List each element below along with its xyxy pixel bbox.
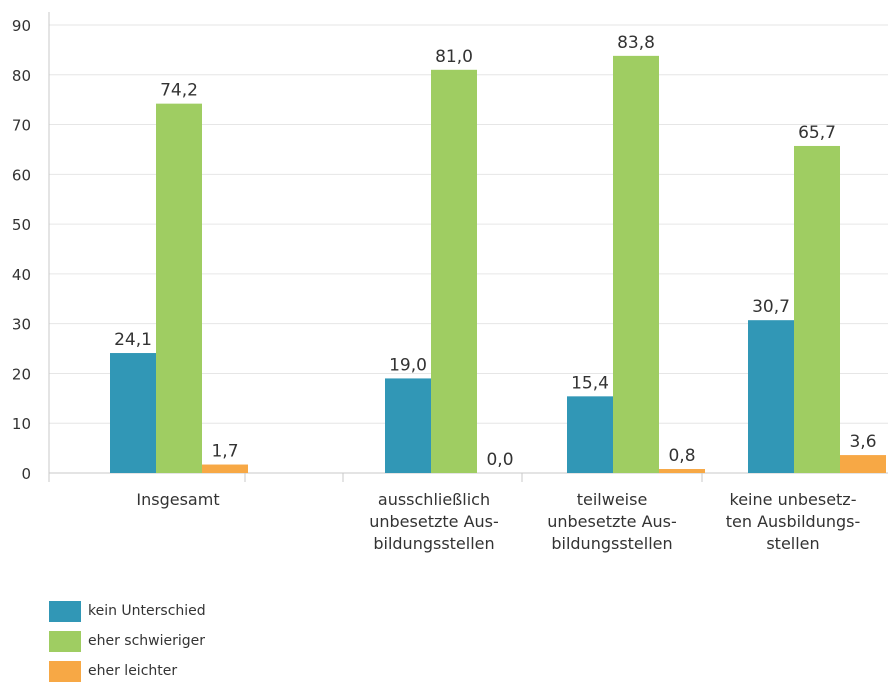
data-label: 0,8: [668, 446, 695, 466]
x-category-line: ausschließlich: [378, 490, 490, 509]
y-tick-label: 50: [12, 216, 31, 234]
x-category-label: keine unbesetz-ten Ausbildungs-stellen: [726, 490, 861, 553]
x-category-line: stellen: [766, 534, 819, 553]
legend-item-kein-unterschied: kein Unterschied: [49, 596, 206, 626]
x-category-line: bildungsstellen: [551, 534, 672, 553]
y-tick-label: 20: [12, 365, 31, 383]
legend-swatch: [49, 600, 81, 622]
data-label: 24,1: [114, 330, 152, 350]
bar-eher-schwieriger: [156, 103, 202, 473]
x-category-line: unbesetzte Aus-: [369, 512, 499, 531]
data-label: 19,0: [389, 355, 427, 375]
bar-eher-leichter: [659, 469, 705, 473]
data-label: 65,7: [798, 123, 836, 143]
y-tick-label: 90: [12, 17, 31, 35]
data-labels: 24,1 19,0 15,4 30,7 74,2 81,0 83,8 65,7 1,7 0,0 0,…: [114, 33, 876, 470]
legend-swatch: [49, 630, 81, 652]
bar-eher-schwieriger: [794, 145, 840, 473]
y-tick-label: 10: [12, 415, 31, 433]
legend-label: eher schwieriger: [88, 633, 206, 649]
legend-label: eher leichter: [88, 663, 178, 679]
x-axis: Insgesamt ausschließlich unbesetzte Aus-bi…: [136, 473, 860, 553]
x-category-line: teilweise: [577, 490, 648, 509]
bar-eher-leichter: [202, 464, 248, 473]
x-category-line: Insgesamt: [136, 490, 219, 509]
data-label: 74,2: [160, 81, 198, 101]
bar-kein-unterschied: [567, 396, 613, 473]
legend-label: kein Unterschied: [88, 603, 206, 619]
data-label: 1,7: [211, 442, 238, 462]
bar-kein-unterschied: [385, 378, 431, 473]
legend-item-eher-leichter: eher leichter: [49, 656, 206, 686]
x-category-line: unbesetzte Aus-: [547, 512, 677, 531]
bar-eher-leichter: [840, 455, 886, 473]
data-label: 3,6: [849, 432, 876, 452]
y-axis: 0 10 20 30 40 50 60 70 80 90: [12, 12, 50, 483]
data-label: 83,8: [617, 33, 655, 53]
data-label: 15,4: [571, 373, 609, 393]
bar-kein-unterschied: [110, 353, 156, 473]
data-label: 0,0: [486, 450, 513, 470]
x-category-line: keine unbesetz-: [730, 490, 857, 509]
x-category-line: bildungsstellen: [373, 534, 494, 553]
legend-item-eher-schwieriger: eher schwieriger: [49, 626, 206, 656]
bar-eher-schwieriger: [613, 55, 659, 474]
x-category-label: teilweise unbesetzte Aus-bildungsstellen: [547, 490, 677, 553]
bars: [110, 55, 886, 474]
y-tick-label: 30: [12, 316, 31, 334]
legend-swatch: [49, 660, 81, 682]
x-category-label: ausschließlich unbesetzte Aus-bildungsste…: [369, 490, 499, 553]
bar-eher-schwieriger: [431, 69, 477, 474]
chart: 0 10 20 30 40 50 60 70 80 90 Insgesamt ausschließl…: [12, 12, 888, 553]
data-label: 30,7: [752, 297, 790, 317]
x-category-label: Insgesamt: [136, 490, 219, 509]
legend: kein Unterschied eher schwieriger eher l…: [49, 596, 206, 686]
x-category-line: ten Ausbildungs-: [726, 512, 861, 531]
y-tick-label: 70: [12, 117, 31, 135]
y-tick-label: 0: [21, 465, 31, 483]
y-tick-label: 60: [12, 166, 31, 184]
data-label: 81,0: [435, 47, 473, 67]
y-tick-label: 40: [12, 266, 31, 284]
bar-kein-unterschied: [748, 320, 794, 473]
y-tick-label: 80: [12, 67, 31, 85]
